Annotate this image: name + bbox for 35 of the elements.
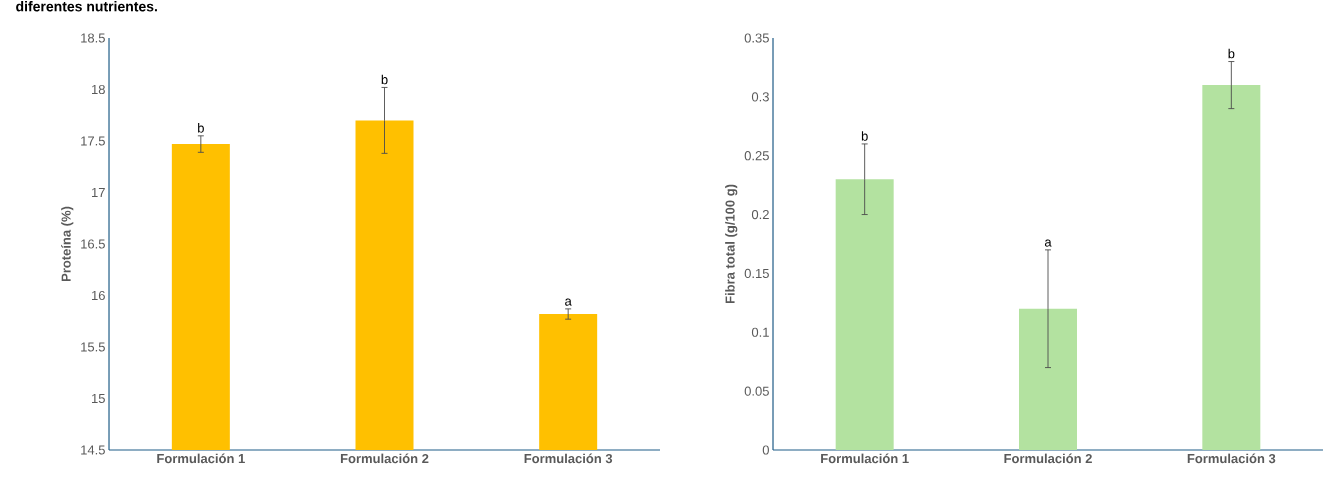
y-tick-label: 0.05 (744, 386, 769, 396)
y-axis-title: Proteína (%) (61, 206, 74, 282)
annotation: a (565, 298, 572, 306)
x-tick-label: Formulación 3 (1187, 453, 1276, 464)
y-tick-label: 14.5 (81, 445, 105, 455)
bar (1202, 85, 1261, 450)
y-tick-label: 15.5 (81, 342, 105, 352)
y-tick-label: 0.2 (751, 209, 769, 220)
x-tick-label: Formulación 1 (821, 453, 909, 464)
bar (1019, 308, 1077, 450)
y-tick-label: 17.5 (81, 136, 105, 146)
y-tick-label: 0.1 (751, 327, 769, 337)
annotation: b (861, 131, 868, 141)
y-tick-label: 18.5 (81, 33, 105, 43)
text: diferentes nutrientes. (16, 1, 157, 12)
x-tick-label: Formulación 3 (524, 453, 613, 464)
annotation: a (1044, 239, 1052, 247)
annotation: b (381, 74, 388, 85)
annotation: b (1228, 48, 1235, 59)
x-tick-label: Formulación 2 (1004, 453, 1092, 464)
y-tick-label: 0.25 (744, 151, 769, 161)
y-axis-title: Fibra total (g/100 g) (725, 184, 738, 304)
y-tick-label: 0.15 (744, 268, 769, 279)
annotation: b (198, 123, 204, 133)
y-tick-label: 0 (762, 445, 769, 455)
y-tick-label: 18 (92, 84, 105, 95)
y-tick-label: 0.3 (751, 92, 769, 102)
y-tick-label: 16.5 (81, 239, 105, 249)
y-tick-label: 16 (92, 290, 105, 301)
y-tick-label: 17 (92, 188, 105, 197)
y-tick-label: 0.35 (744, 33, 769, 43)
x-tick-label: Formulación 1 (157, 453, 245, 464)
y-tick-label: 15 (92, 393, 105, 404)
x-tick-label: Formulación 2 (340, 453, 429, 464)
bar (835, 179, 894, 450)
